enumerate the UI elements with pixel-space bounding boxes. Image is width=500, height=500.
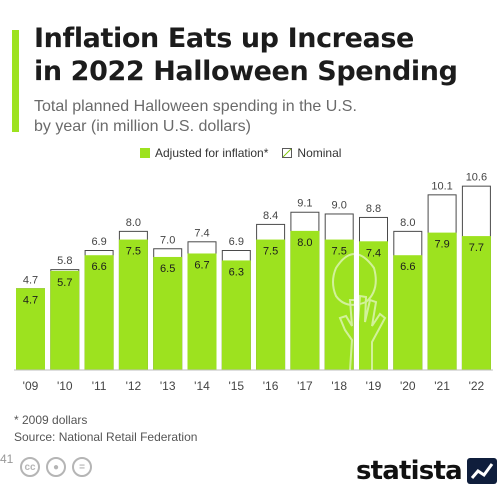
title-accent-bar [12, 30, 19, 132]
legend-swatch-adjusted [140, 148, 150, 158]
adjusted-value-label: 4.7 [23, 294, 38, 306]
nominal-value-label: 10.6 [466, 172, 487, 184]
zombie-hand-icon [332, 253, 387, 371]
nominal-value-label: 9.1 [297, 198, 312, 210]
legend-label-adjusted: Adjusted for inflation* [155, 146, 269, 160]
adjusted-bar [16, 288, 45, 370]
adjusted-bar [153, 256, 183, 370]
adjusted-value-label: 7.5 [126, 246, 141, 258]
legend-item-nominal: Nominal [282, 146, 341, 160]
adjusted-bar [221, 260, 251, 370]
legend: Adjusted for inflation* Nominal [140, 146, 355, 160]
logo-text: statista [356, 456, 463, 486]
category-tick-label: '22 [469, 379, 485, 393]
adjusted-bar [50, 270, 80, 370]
chart-subtitle: Total planned Halloween spending in the … [34, 98, 357, 135]
nominal-value-label: 6.9 [91, 236, 106, 248]
nominal-value-label: 8.4 [263, 210, 278, 222]
adjusted-bar [290, 230, 320, 370]
nominal-value-label: 8.0 [126, 217, 141, 229]
footnote: * 2009 dollars [14, 413, 88, 427]
category-tick-label: '13 [160, 379, 176, 393]
adjusted-bar [84, 255, 114, 370]
category-tick-label: '09 [23, 379, 39, 393]
nominal-value-label: 7.0 [160, 234, 175, 246]
statista-logo[interactable]: statista [356, 456, 497, 486]
adjusted-bar [427, 232, 457, 370]
adjusted-value-label: 6.7 [194, 259, 209, 271]
adjusted-value-label: 7.4 [366, 247, 381, 259]
nominal-value-label: 6.9 [229, 236, 244, 248]
legend-item-adjusted: Adjusted for inflation* [140, 146, 268, 160]
category-tick-label: '14 [194, 379, 210, 393]
nominal-value-label: 7.4 [194, 227, 209, 239]
attribution-icon[interactable]: ● [46, 457, 66, 477]
adjusted-value-label: 6.6 [91, 261, 106, 273]
category-tick-label: '20 [400, 379, 416, 393]
category-tick-label: '21 [434, 379, 450, 393]
nominal-value-label: 5.8 [57, 255, 72, 267]
nominal-value-label: 10.1 [431, 180, 452, 192]
category-tick-label: '18 [331, 379, 347, 393]
adjusted-value-label: 6.3 [229, 266, 244, 278]
adjusted-value-label: 5.7 [57, 277, 72, 289]
adjusted-value-label: 7.5 [332, 246, 347, 258]
nominal-value-label: 8.0 [400, 217, 415, 229]
nominal-value-label: 8.8 [366, 203, 381, 215]
license-icons: cc ● = [20, 457, 98, 477]
source-note: Source: National Retail Federation [14, 430, 198, 444]
nominal-value-label: 4.7 [23, 274, 38, 286]
legend-swatch-nominal [282, 148, 293, 158]
adjusted-bar [393, 255, 423, 370]
adjusted-value-label: 7.7 [469, 242, 484, 254]
category-tick-label: '11 [92, 379, 107, 393]
adjusted-value-label: 6.5 [160, 263, 175, 275]
adjusted-value-label: 8.0 [297, 237, 312, 249]
category-tick-label: '16 [263, 379, 279, 393]
adjusted-value-label: 7.9 [434, 239, 449, 251]
adjusted-bar [461, 236, 491, 370]
adjusted-bar [118, 239, 148, 370]
category-tick-label: '12 [126, 379, 142, 393]
category-tick-label: '17 [297, 379, 313, 393]
adjusted-bar [187, 253, 217, 370]
adjusted-value-label: 6.6 [400, 261, 415, 273]
nominal-value-label: 9.0 [332, 199, 347, 211]
adjusted-value-label: 7.5 [263, 246, 278, 258]
creative-commons-icon[interactable]: cc [20, 457, 40, 477]
no-derivatives-icon[interactable]: = [72, 457, 92, 477]
logo-mark-icon [466, 458, 497, 484]
adjusted-bar [256, 239, 286, 370]
category-tick-label: '19 [366, 379, 382, 393]
chart-title: Inflation Eats up Increase in 2022 Hallo… [34, 23, 458, 87]
legend-label-nominal: Nominal [297, 146, 342, 160]
category-tick-label: '10 [57, 379, 73, 393]
adjusted-bar [359, 241, 388, 370]
edge-number: 41 [0, 452, 14, 466]
category-tick-label: '15 [228, 379, 244, 393]
